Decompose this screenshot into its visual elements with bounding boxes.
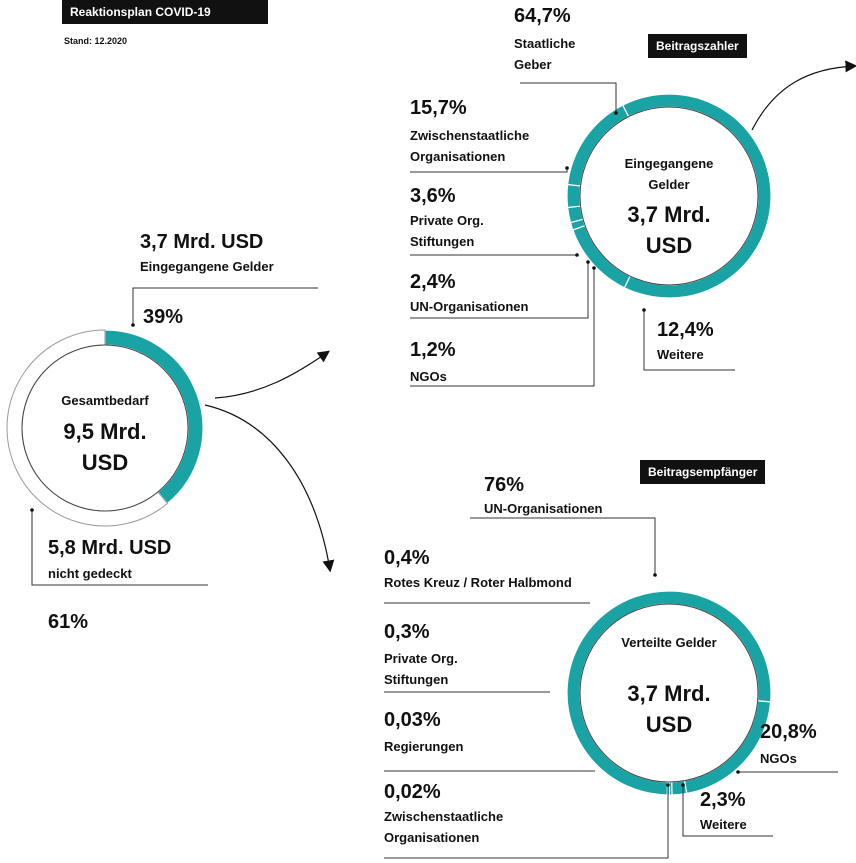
category-label: Zwischenstaatliche Organisationen [384,809,504,845]
value-label: 0,3% [384,621,430,643]
arrow [751,60,856,131]
leader-line [520,82,617,113]
leader-dot [131,323,135,327]
arrow [204,404,335,573]
value-label: 0,4% [384,547,430,569]
category-label: Regierungen [384,739,464,754]
value-label: 20,8% [760,721,817,743]
value-label: 64,7% [514,5,571,27]
donut-inner-outline [579,106,759,286]
center-label: Verteilte Gelder [621,635,717,650]
leader-dot [575,253,579,257]
category-label: Weitere [700,817,747,832]
leader-dot [565,166,569,170]
leader-line [384,785,669,859]
category-label: Zwischenstaatliche Organisationen [410,128,530,164]
leader-line [682,785,773,837]
leader-line [643,310,735,371]
center-value: 3,7 Mrd. USD [627,202,711,258]
category-label: Eingegangene Gelder [140,259,274,274]
amount-label: 3,7 Mrd. USD [140,231,264,253]
header-title: Reaktionsplan COVID-19 [62,0,268,24]
donut-inner-outline [21,344,189,512]
value-label: 12,4% [657,319,714,341]
leader-dot [736,770,740,774]
category-label: Staatliche Geber [514,36,576,72]
donut-segment [566,183,582,209]
leader-dot [666,783,670,787]
category-label: Private Org. Stiftungen [384,651,458,687]
category-label: Private Org. Stiftungen [410,213,484,249]
value-label: 2,3% [700,789,746,811]
category-label: Rotes Kreuz / Roter Halbmond [384,575,572,590]
leader-line [410,262,589,319]
value-label: 2,4% [410,271,456,293]
leader-dot [586,260,590,264]
category-label: UN-Organisationen [484,501,603,516]
category-label: NGOs [410,369,447,384]
tag-label: Beitragsempfänger [640,460,766,484]
leader-dot [653,573,657,577]
donut-segment [621,93,772,299]
value-label: 76% [484,474,525,496]
category-label: NGOs [760,751,797,766]
amount-label: 5,8 Mrd. USD [48,537,172,559]
leader-line [470,517,656,575]
category-label: UN-Organisationen [410,299,529,314]
leader-dot [681,783,685,787]
value-label: 15,7% [410,97,467,119]
leader-line [410,168,568,173]
value-label: 1,2% [410,339,456,361]
value-label: 61% [48,611,89,633]
donut-inner-outline [579,603,759,783]
leader-dot [592,266,596,270]
leader-line [410,268,595,387]
leader-dot [614,111,618,115]
center-value: 3,7 Mrd. USD [627,681,711,737]
value-label: 39% [143,306,184,328]
donut-segment [671,779,688,796]
center-label: Gesamtbedarf [61,393,149,408]
category-label: nicht gedeckt [48,566,132,581]
header-subtitle: Stand: 12.2020 [64,36,128,46]
value-label: 0,03% [384,709,441,731]
center-label: Eingegangene Gelder [624,156,714,192]
category-label: Weitere [657,347,704,362]
value-label: 3,6% [410,185,456,207]
value-label: 0,02% [384,781,441,803]
leader-dot [642,308,646,312]
leader-line [31,510,208,586]
center-value: 9,5 Mrd. USD [63,419,147,475]
arrow [214,350,330,399]
leader-line [132,287,318,325]
leader-dot [30,508,34,512]
tag-label: Beitragszahler [648,34,747,58]
